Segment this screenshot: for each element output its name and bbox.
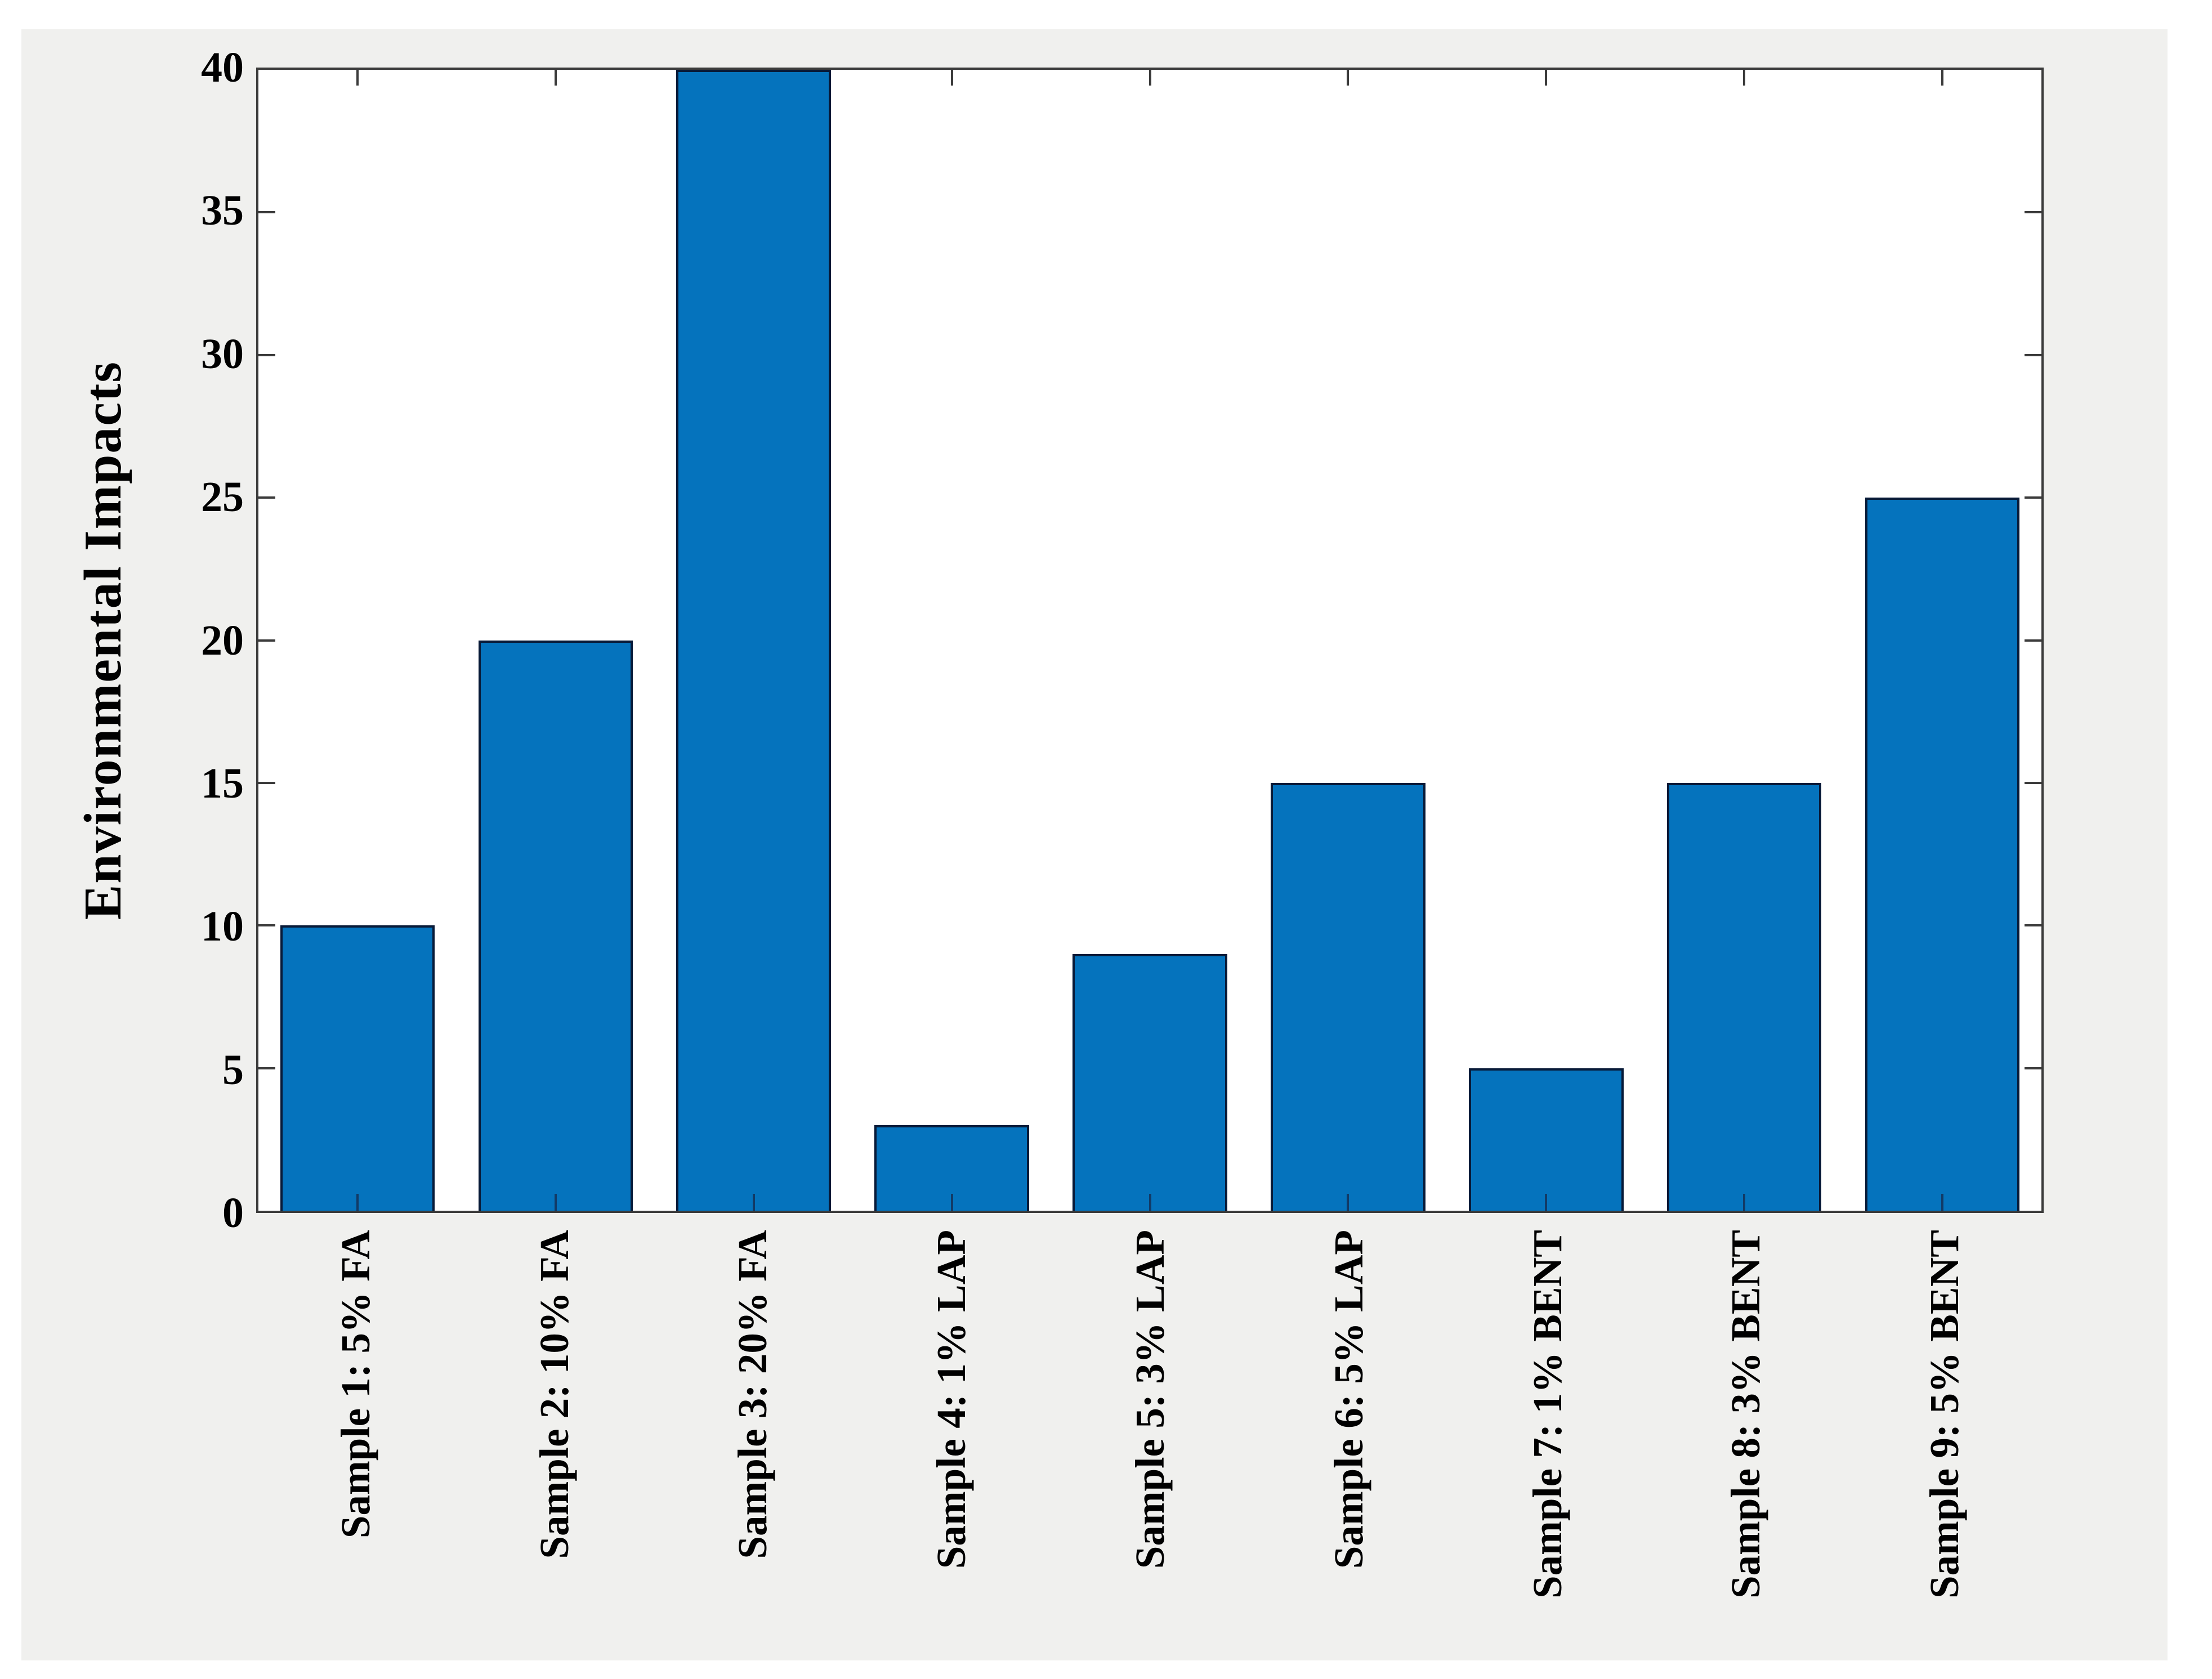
x-label-column: Sample 9: 5% BENT [1845,1230,2044,1658]
x-tick-label-6: Sample 6: 5% LAP [1325,1230,1371,1569]
x-tick-bottom [1347,1194,1349,1211]
bar-sample-8 [1666,782,1822,1211]
x-tick-labels: Sample 1: 5% FA Sample 2: 10% FA Sample 3:… [256,1230,2044,1658]
x-label-column: Sample 4: 1% LAP [852,1230,1051,1658]
y-tick-label-25: 25 [201,473,244,521]
x-tick-label-3: Sample 3: 20% FA [730,1230,776,1559]
bar-sample-2 [478,640,633,1211]
x-tick-bottom [1743,1194,1746,1211]
y-tick-right [2025,924,2041,927]
bar-column [1249,70,1447,1211]
x-tick-top [1545,70,1548,86]
y-tick-label-5: 5 [222,1046,244,1094]
y-tick-left [258,353,275,356]
x-tick-bottom [356,1194,359,1211]
x-tick-top [356,70,359,86]
bar-sample-5 [1073,953,1227,1211]
x-label-column: Sample 2: 10% FA [455,1230,654,1658]
bar-sample-6 [1271,782,1425,1211]
x-tick-label-4: Sample 4: 1% LAP [928,1230,975,1569]
y-tick-label-15: 15 [201,759,244,807]
y-tick-left [258,1067,275,1069]
y-tick-label-40: 40 [201,44,244,91]
y-tick-labels: 0 5 10 15 20 25 30 35 40 [21,46,244,1234]
bar-column [853,70,1051,1211]
x-tick-label-5: Sample 5: 3% LAP [1127,1230,1173,1569]
bar-column [457,70,655,1211]
bar-column [1843,70,2041,1211]
y-tick-right [2025,781,2041,784]
x-label-column: Sample 8: 3% BENT [1646,1230,1845,1658]
y-tick-right [2025,496,2041,499]
y-tick-label-10: 10 [201,903,244,951]
y-tick-label-35: 35 [201,187,244,235]
bars-row [258,70,2041,1211]
x-tick-top [1347,70,1349,86]
x-tick-label-1: Sample 1: 5% FA [332,1230,378,1539]
x-tick-label-7: Sample 7: 1% BENT [1524,1230,1570,1599]
x-tick-top [1743,70,1746,86]
x-label-column: Sample 1: 5% FA [256,1230,455,1658]
bar-sample-7 [1469,1068,1624,1211]
x-tick-top [1941,70,1944,86]
y-tick-right [2025,211,2041,214]
x-tick-bottom [1545,1194,1548,1211]
bar-column [1645,70,1843,1211]
x-tick-bottom [1149,1194,1151,1211]
x-tick-top [554,70,557,86]
x-tick-label-9: Sample 9: 5% BENT [1921,1230,1968,1599]
bar-sample-9 [1865,498,2020,1211]
x-tick-label-2: Sample 2: 10% FA [531,1230,577,1559]
x-tick-bottom [554,1194,557,1211]
y-tick-label-20: 20 [201,616,244,664]
y-tick-right [2025,639,2041,642]
y-tick-left [258,496,275,499]
x-tick-bottom [752,1194,755,1211]
bar-column [655,70,853,1211]
x-label-column: Sample 7: 1% BENT [1448,1230,1647,1658]
x-label-column: Sample 6: 5% LAP [1249,1230,1448,1658]
x-label-column: Sample 3: 20% FA [654,1230,852,1658]
x-label-column: Sample 5: 3% LAP [1051,1230,1249,1658]
y-tick-right [2025,1067,2041,1069]
y-tick-label-30: 30 [201,330,244,378]
y-tick-left [258,924,275,927]
x-tick-label-8: Sample 8: 3% BENT [1723,1230,1769,1599]
x-tick-top [1149,70,1151,86]
figure-background: Environmental Impacts 0 5 10 15 20 25 30 35 40 S… [21,29,2168,1660]
bar-sample-1 [280,925,435,1211]
x-tick-top [950,70,953,86]
y-tick-label-0: 0 [222,1189,244,1237]
bar-column [1447,70,1645,1211]
bar-column [1051,70,1249,1211]
plot-area [256,68,2044,1213]
bar-sample-3 [676,70,831,1211]
y-tick-left [258,781,275,784]
y-tick-left [258,639,275,642]
y-tick-right [2025,353,2041,356]
x-tick-bottom [1941,1194,1944,1211]
x-tick-bottom [950,1194,953,1211]
bar-column [258,70,457,1211]
y-tick-left [258,211,275,214]
